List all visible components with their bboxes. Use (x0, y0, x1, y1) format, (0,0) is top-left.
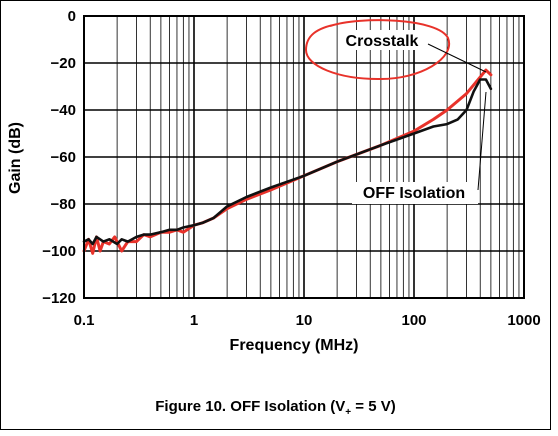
y-tick-label: −40 (51, 102, 76, 119)
off-isolation-annotation: OFF Isolation (352, 91, 487, 204)
y-tick-label: 0 (68, 8, 76, 25)
x-tick-labels: 0.1 1 10 100 1000 (74, 312, 541, 329)
plot-border (83, 15, 525, 299)
series-layer (82, 68, 493, 255)
caption-subscript: + (345, 407, 352, 418)
crosstalk-annotation: Crosstalk (304, 19, 487, 81)
off-isolation-label-bg (352, 182, 478, 204)
y-tick-label: −20 (51, 55, 76, 72)
crosstalk-label-bg (338, 30, 428, 50)
off-isolation-label: OFF Isolation (363, 185, 465, 202)
crosstalk-leader-line (427, 43, 487, 73)
figure-caption: Figure 10. OFF Isolation (V+ = 5 V) (0, 398, 551, 418)
off-isolation-leader-line (477, 91, 487, 191)
y-tick-label: −100 (42, 243, 76, 260)
y-tick-label: −80 (51, 196, 76, 213)
crosstalk-label: Crosstalk (346, 33, 419, 50)
caption-suffix: = 5 V) (351, 398, 396, 415)
x-tick-label: 100 (401, 312, 426, 329)
x-axis-label: Frequency (MHz) (230, 337, 359, 354)
crosstalk-highlight-circle (304, 19, 451, 81)
y-axis-label: Gain (dB) (7, 122, 24, 194)
off-isolation-series-line (82, 78, 493, 246)
y-tick-label: −60 (51, 149, 76, 166)
x-tick-label: 1000 (507, 312, 540, 329)
caption-prefix: Figure 10. OFF Isolation (V (155, 398, 346, 415)
crosstalk-series-line (82, 68, 493, 255)
y-tick-labels: 0 −20 −40 −60 −80 −100 −120 (42, 8, 76, 307)
y-tick-label: −120 (42, 290, 76, 307)
x-tick-label: 1 (190, 312, 198, 329)
x-tick-label: 10 (296, 312, 313, 329)
x-tick-label: 0.1 (74, 312, 95, 329)
